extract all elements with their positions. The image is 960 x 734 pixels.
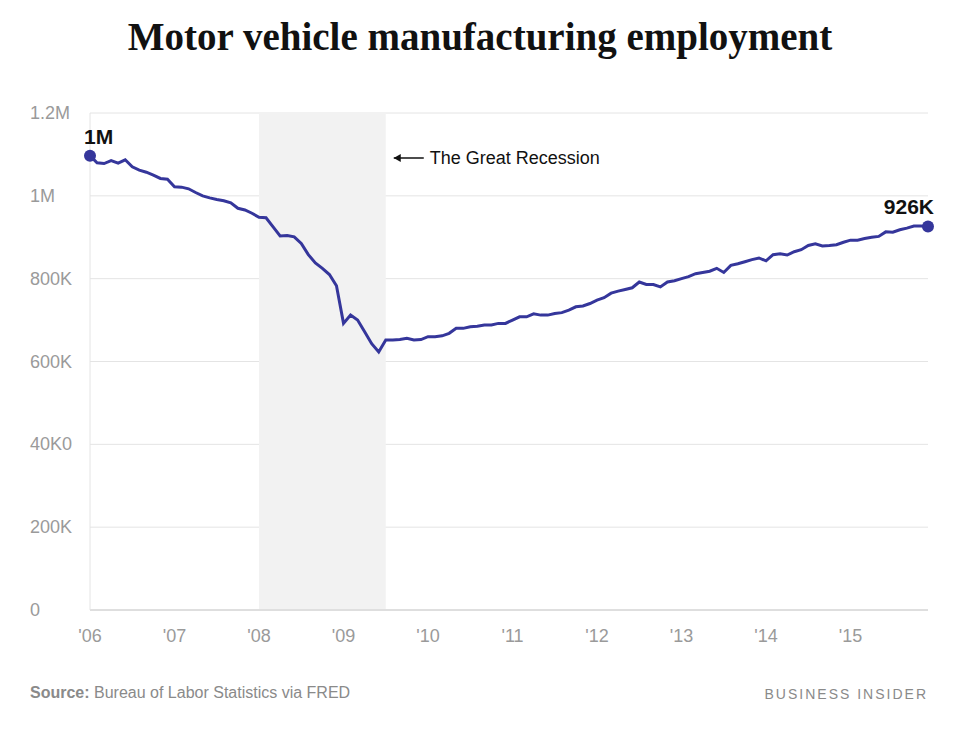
svg-text:'08: '08 [247,626,270,646]
svg-text:'12: '12 [585,626,608,646]
svg-text:'10: '10 [416,626,439,646]
svg-text:1M: 1M [30,186,55,206]
svg-text:200K: 200K [30,517,72,537]
svg-text:1.2M: 1.2M [30,103,70,123]
svg-text:40K0: 40K0 [30,434,72,454]
svg-text:'11: '11 [501,626,523,646]
svg-text:'15: '15 [839,626,862,646]
html-text:Source: Bureau of Labor Statis: Source: Bureau of Labor Statistics via F… [30,684,351,701]
svg-text:'06: '06 [78,626,101,646]
svg-text:The Great Recession: The Great Recession [430,148,600,168]
svg-text:800K: 800K [30,269,72,289]
svg-text:'07: '07 [163,626,186,646]
svg-text:'14: '14 [754,626,777,646]
svg-text:1M: 1M [84,125,113,148]
html-text:Motor vehicle manufacturing em: Motor vehicle manufacturing employment [127,15,833,58]
svg-text:'13: '13 [670,626,693,646]
html-text:BUSINESS INSIDER: BUSINESS INSIDER [764,686,928,702]
svg-text:926K: 926K [884,195,934,218]
svg-text:0: 0 [30,600,40,620]
svg-text:'09: '09 [332,626,355,646]
svg-text:600K: 600K [30,352,72,372]
